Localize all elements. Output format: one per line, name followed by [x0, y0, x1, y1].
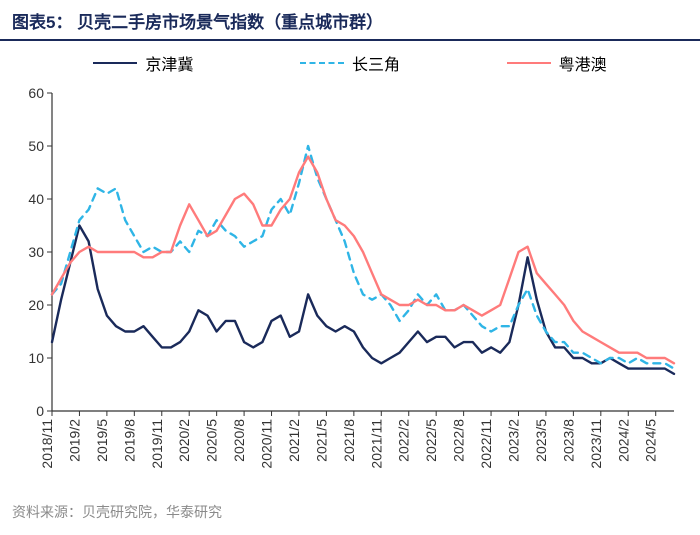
- x-tick-label: 2024/5: [643, 419, 659, 462]
- x-tick-label: 2022/5: [423, 419, 439, 462]
- x-tick-label: 2022/11: [478, 419, 494, 469]
- x-tick-label: 2019/5: [94, 419, 110, 462]
- y-tick-label: 30: [28, 244, 44, 260]
- x-tick-label: 2023/5: [533, 419, 549, 462]
- legend-label: 京津冀: [145, 51, 193, 75]
- x-tick-label: 2022/8: [451, 419, 467, 462]
- legend-label: 粤港澳: [559, 51, 607, 75]
- chart-area: 0 10 20 30 40 50 60 2018/11 2019/2 2019/5 2019/8 20…: [8, 81, 684, 496]
- y-tick-label: 20: [28, 297, 44, 313]
- y-tick-label: 50: [28, 138, 44, 154]
- y-tick-label: 60: [28, 85, 44, 101]
- x-tick-label: 2020/5: [204, 419, 220, 462]
- legend-item: 粤港澳: [507, 51, 607, 75]
- chart-title: 图表5： 贝壳二手房市场景气指数（重点城市群）: [12, 8, 383, 33]
- x-tick-label: 2019/11: [149, 419, 165, 469]
- x-tick-label: 2019/2: [66, 419, 82, 462]
- x-tick-label: 2023/11: [588, 419, 604, 469]
- y-tick-label: 10: [28, 350, 44, 366]
- series-line: [52, 226, 674, 374]
- legend-swatch: [507, 62, 551, 64]
- title-row: 图表5： 贝壳二手房市场景气指数（重点城市群）: [0, 0, 700, 41]
- x-tick-label: 2022/2: [396, 419, 412, 462]
- legend: 京津冀 长三角 粤港澳: [0, 41, 700, 81]
- x-tick-label: 2023/8: [560, 419, 576, 462]
- y-tick-label: 0: [36, 403, 44, 419]
- legend-item: 长三角: [300, 51, 400, 75]
- source-text: 资料来源：贝壳研究院，华泰研究: [0, 496, 700, 522]
- y-tick-label: 40: [28, 191, 44, 207]
- x-tick-label: 2021/11: [368, 419, 384, 469]
- legend-swatch: [93, 62, 137, 64]
- x-tick-label: 2024/2: [615, 419, 631, 462]
- x-tick-label: 2020/11: [259, 419, 275, 469]
- legend-item: 京津冀: [93, 51, 193, 75]
- legend-label: 长三角: [352, 51, 400, 75]
- x-tick-label: 2021/8: [341, 419, 357, 462]
- x-tick-label: 2020/8: [231, 419, 247, 462]
- figure-container: 图表5： 贝壳二手房市场景气指数（重点城市群） 京津冀 长三角 粤港澳 0 10 20 3…: [0, 0, 700, 535]
- series-line: [52, 157, 674, 364]
- chart-svg: 0 10 20 30 40 50 60 2018/11 2019/2 2019/5 2019/8 20…: [8, 81, 684, 491]
- x-tick-label: 2021/5: [313, 419, 329, 462]
- x-tick-label: 2020/2: [176, 419, 192, 462]
- x-tick-label: 2018/11: [39, 419, 55, 469]
- x-tick-label: 2021/2: [286, 419, 302, 462]
- legend-swatch: [300, 62, 344, 64]
- x-tick-label: 2019/8: [121, 419, 137, 462]
- x-tick-label: 2023/2: [506, 419, 522, 462]
